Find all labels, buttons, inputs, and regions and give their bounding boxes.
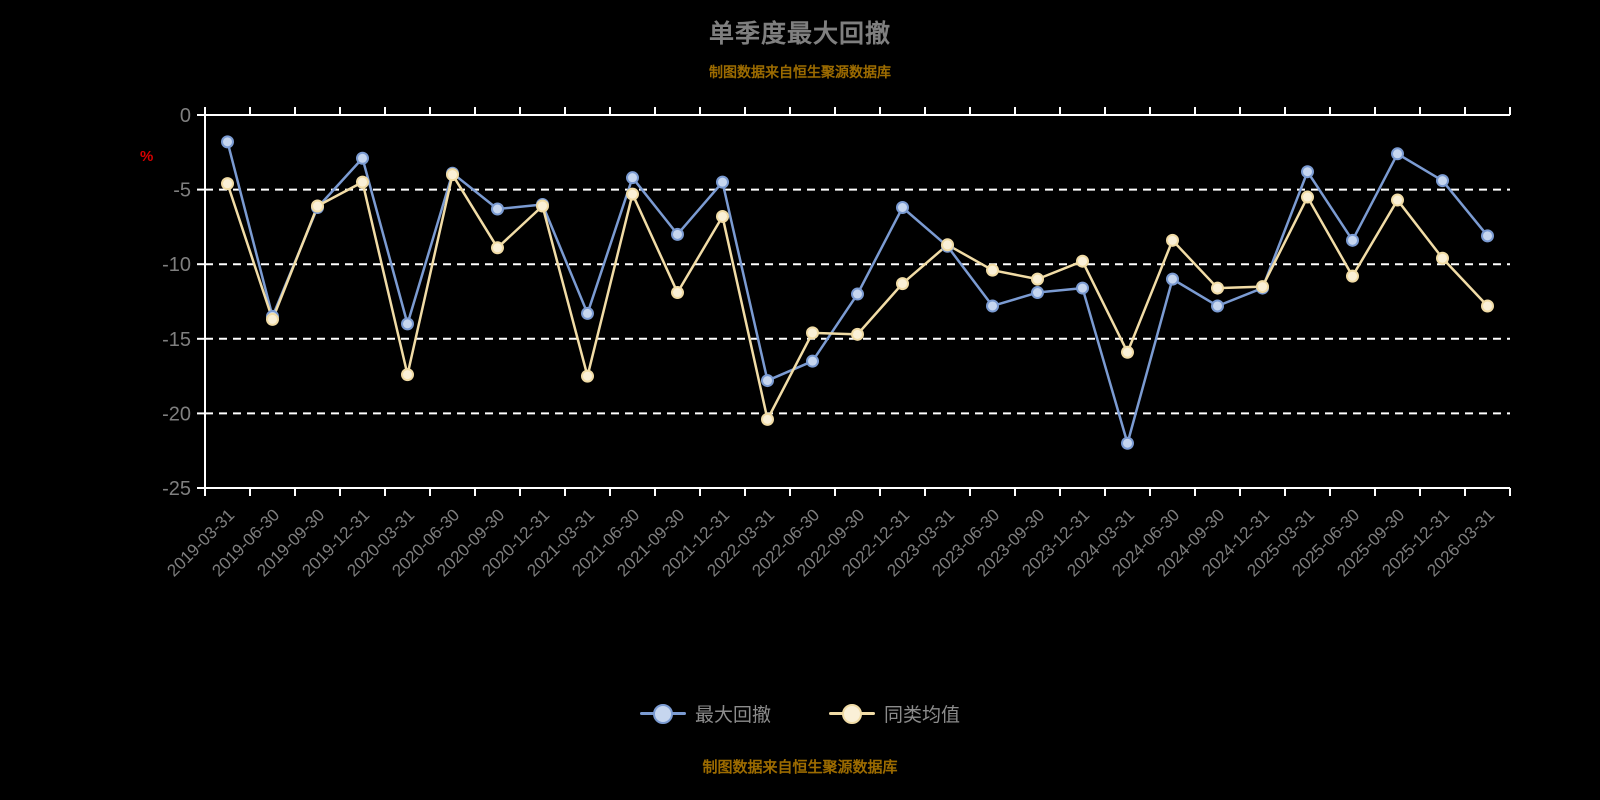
y-axis-unit-label: % <box>140 148 154 165</box>
chart-subtitle: 制图数据来自恒生聚源数据库 <box>709 64 891 80</box>
svg-text:-5: -5 <box>173 180 191 202</box>
legend-item-max-drawdown[interactable]: 最大回撤 <box>639 700 771 727</box>
chart-title: 单季度最大回撤 <box>708 20 891 48</box>
svg-text:-20: -20 <box>162 403 191 425</box>
svg-text:-15: -15 <box>162 329 191 351</box>
data-source-note: 制图数据来自恒生聚源数据库 <box>702 759 898 776</box>
legend-item-peer-average[interactable]: 同类均值 <box>829 700 960 727</box>
legend-label-peer-average: 同类均值 <box>884 705 961 726</box>
svg-text:-25: -25 <box>162 478 191 500</box>
legend: 最大回撤 同类均值 <box>0 700 1600 727</box>
line-circle-marker-icon <box>829 703 875 724</box>
svg-text:0: 0 <box>180 105 191 127</box>
line-circle-marker-icon <box>639 703 686 724</box>
svg-text:-10: -10 <box>162 254 191 276</box>
legend-label-max-drawdown: 最大回撤 <box>694 705 771 726</box>
